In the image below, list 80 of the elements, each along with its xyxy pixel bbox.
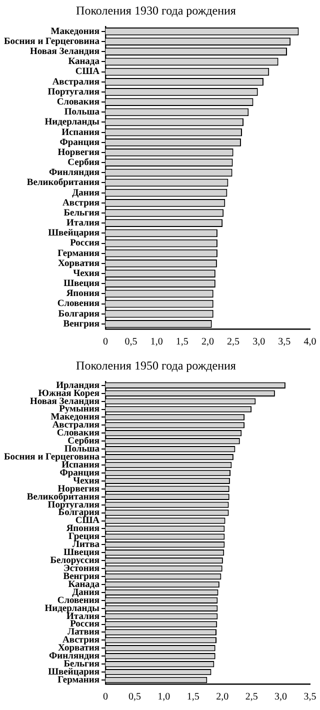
x-tick-label: 4,0	[304, 336, 316, 348]
y-tick-label: Франция	[60, 138, 100, 148]
y-tick-label: Дания	[72, 188, 100, 198]
x-tick-label: 2,5	[227, 336, 240, 348]
y-tick-label: Норвегия	[58, 148, 100, 158]
y-tick-label: Швейцария	[48, 228, 100, 239]
y-tick-label: Венгрия	[63, 572, 100, 582]
y-tick-label: Сербия	[68, 158, 100, 168]
y-tick-label: Австрия	[62, 198, 100, 208]
x-tick-label: 1,5	[176, 336, 188, 348]
y-tick-label: Португалия	[48, 500, 100, 510]
x-tick-label: 2,0	[201, 336, 214, 348]
y-tick-label: США	[75, 67, 100, 78]
x-tick-label: 2,5	[245, 692, 258, 703]
y-tick-label: Нидерланды	[44, 604, 100, 614]
y-tick-label: Словакия	[56, 98, 100, 108]
y-tick-label: Япония	[66, 289, 100, 300]
y-tick-label: Босния и Герцеговина	[4, 452, 100, 463]
y-tick-label: Германия	[58, 248, 100, 259]
y-tick-label: Испания	[62, 128, 100, 138]
y-tick-label: Португалия	[48, 87, 100, 98]
y-tick-label: Болгария	[58, 309, 100, 320]
y-tick-label: Латвия	[67, 628, 100, 638]
y-tick-label: Канада	[68, 580, 100, 590]
y-tick-label: Польша	[64, 444, 100, 455]
y-tick-label: Великобритания	[26, 178, 100, 188]
x-tick-label: 3,5	[278, 336, 291, 348]
y-tick-label: Новая Зеландия	[30, 47, 100, 58]
y-tick-label: Словения	[57, 596, 100, 606]
y-tick-label: Норвегия	[58, 484, 100, 494]
y-tick-label: Испания	[62, 460, 100, 470]
y-tick-label: Австралия	[52, 77, 100, 88]
y-tick-label: Италия	[66, 218, 100, 229]
y-tick-label: Словения	[57, 299, 100, 310]
y-tick-label: Германия	[58, 675, 100, 686]
y-tick-label: Польша	[64, 108, 100, 118]
y-tick-label: Ирландия	[56, 380, 100, 391]
y-tick-label: Бельгия	[64, 660, 100, 670]
y-tick-label: Южная Корея	[38, 388, 100, 399]
y-tick-label: Румыния	[59, 404, 100, 415]
y-tick-label: Нидерланды	[44, 118, 100, 128]
x-tick-label: 3,5	[304, 692, 316, 703]
x-tick-label: 1,0	[158, 692, 170, 703]
y-tick-label: Россия	[70, 238, 100, 249]
y-tick-label: Эстония	[63, 564, 100, 574]
y-tick-label: Финляндия	[49, 168, 100, 178]
y-tick-label: Финляндия	[49, 652, 100, 662]
y-tick-label: Швеция	[64, 548, 100, 558]
y-tick-label: Швейцария	[48, 668, 100, 678]
y-tick-label: Босния и Герцеговина	[4, 36, 100, 47]
y-tick-label: Чехия	[73, 476, 100, 486]
y-tick-label: Франция	[60, 468, 100, 478]
x-tick-label: 3,0	[252, 336, 266, 348]
x-tick-label: 0,5	[124, 336, 138, 348]
y-tick-label: Хорватия	[58, 644, 100, 654]
y-tick-label: Чехия	[73, 268, 100, 279]
chart-title: Поколения 1930 года рождения	[76, 3, 236, 18]
x-tick-label: 0,5	[128, 692, 141, 703]
x-tick-label: 1,5	[186, 692, 200, 703]
x-tick-label: 1,0	[150, 336, 163, 348]
x-tick-label: 3,0	[274, 692, 288, 703]
y-tick-label: Македония	[50, 412, 100, 423]
y-tick-label: Австрия	[62, 636, 100, 646]
y-tick-label: Канада	[68, 57, 100, 68]
x-tick-label: 0	[102, 336, 108, 348]
y-tick-label: Австралия	[52, 420, 100, 431]
y-tick-label: Дания	[72, 588, 100, 598]
x-tick-label: 2,0	[216, 692, 229, 703]
x-tick-label: 0	[102, 692, 108, 703]
y-tick-label: Швеция	[64, 279, 100, 290]
chart-title: Поколения 1950 года рождения	[76, 358, 236, 372]
y-tick-label: Греция	[68, 532, 100, 542]
y-tick-label: Великобритания	[26, 492, 100, 502]
y-tick-label: Венгрия	[63, 319, 100, 330]
y-tick-label: Белоруссия	[50, 556, 100, 566]
y-tick-label: Македония	[50, 26, 100, 37]
y-tick-label: Болгария	[58, 508, 100, 518]
y-tick-label: США	[75, 516, 100, 526]
y-tick-label: Хорватия	[58, 258, 100, 269]
y-tick-label: Бельгия	[64, 208, 100, 218]
